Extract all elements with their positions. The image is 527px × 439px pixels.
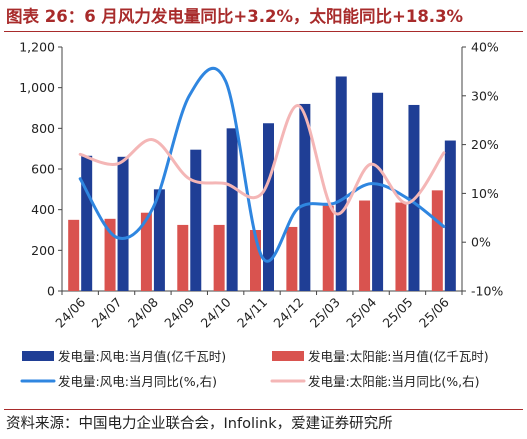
- wind-bar: [335, 76, 347, 291]
- x-tick-label: 25/06: [416, 294, 452, 330]
- wind-bar: [299, 103, 311, 291]
- left-tick-label: 1,000: [19, 80, 55, 95]
- legend-solar-line-label: 发电量:太阳能:当月同比(%,右): [308, 374, 480, 389]
- legend: 发电量:风电:当月值(亿千瓦时) 发电量:太阳能:当月值(亿千瓦时) 发电量:风电:…: [20, 349, 489, 389]
- right-tick-label: 30%: [471, 88, 499, 103]
- legend-wind-line-label: 发电量:风电:当月同比(%,右): [58, 374, 217, 389]
- wind-bar: [81, 155, 93, 291]
- legend-solar-bar-label: 发电量:太阳能:当月值(亿千瓦时): [308, 349, 489, 364]
- solar-bar: [250, 230, 261, 291]
- wind-bar: [372, 92, 384, 291]
- wind-bar: [153, 189, 165, 291]
- left-tick-label: 200: [31, 243, 55, 258]
- x-tick-label: 25/04: [343, 294, 379, 330]
- solar-bar: [395, 202, 407, 291]
- legend-wind-bar-swatch: [22, 351, 54, 361]
- left-tick-label: 1,200: [19, 40, 55, 55]
- solar-bar: [104, 218, 116, 291]
- solar-bar: [286, 226, 298, 291]
- x-tick-label: 25/05: [379, 295, 415, 331]
- wind-bar: [444, 140, 456, 291]
- lines: [78, 66, 446, 263]
- x-tick-label: 24/08: [125, 294, 161, 330]
- solar-bar: [359, 200, 371, 291]
- wind-bar: [117, 156, 129, 291]
- right-tick-label: 20%: [471, 137, 499, 152]
- solar-bar: [140, 212, 152, 291]
- chart-title: 图表 26：6 月风力发电量同比+3.2%，太阳能同比+18.3%: [6, 7, 464, 26]
- solar-bar: [213, 224, 225, 291]
- wind-yoy-line: [78, 66, 446, 263]
- solar-bar: [177, 224, 189, 291]
- x-tick-label: 24/09: [161, 294, 197, 330]
- wind-bar: [263, 123, 274, 291]
- x-tick-label: 24/07: [89, 295, 125, 331]
- left-tick-label: 0: [47, 284, 55, 299]
- solar-bar: [68, 219, 80, 291]
- x-tick-label: 25/03: [307, 295, 343, 331]
- x-tick-label: 24/06: [52, 294, 88, 330]
- solar-bar: [431, 190, 443, 291]
- footer-divider: [4, 409, 523, 410]
- solar-bar: [322, 205, 334, 291]
- right-tick-label: 40%: [471, 40, 499, 55]
- x-tick-label: 24/11: [234, 295, 270, 331]
- left-tick-label: 800: [31, 121, 55, 136]
- x-tick-label: 24/10: [198, 294, 234, 330]
- solar-yoy-line: [78, 104, 446, 216]
- left-tick-label: 400: [31, 202, 55, 217]
- left-tick-label: 600: [31, 162, 55, 177]
- legend-wind-bar-label: 发电量:风电:当月值(亿千瓦时): [58, 349, 226, 364]
- source-note: 资料来源：中国电力企业联合会，Infolink，爱建证券研究所: [6, 416, 393, 432]
- legend-solar-bar-swatch: [272, 351, 304, 361]
- wind-bar: [190, 149, 202, 291]
- title-divider: [4, 31, 523, 32]
- right-tick-label: 0%: [471, 235, 491, 250]
- right-tick-label: -10%: [471, 284, 503, 299]
- x-tick-label: 24/12: [270, 295, 306, 331]
- right-tick-label: 10%: [471, 186, 499, 201]
- wind-bar: [226, 128, 238, 291]
